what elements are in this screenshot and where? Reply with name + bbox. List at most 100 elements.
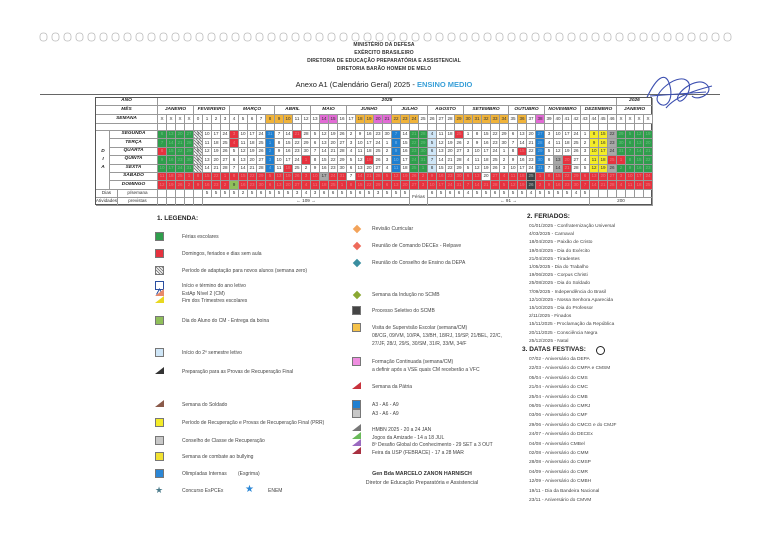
- day-cell[interactable]: 8: [626, 156, 635, 165]
- day-cell[interactable]: 24: [446, 181, 455, 190]
- day-cell[interactable]: 1: [266, 139, 275, 148]
- day-cell[interactable]: 13: [167, 131, 176, 140]
- day-cell[interactable]: 19: [599, 164, 608, 173]
- day-cell[interactable]: 19: [563, 147, 572, 157]
- day-cell[interactable]: 20: [401, 181, 410, 190]
- day-cell[interactable]: 11: [311, 181, 320, 190]
- day-cell[interactable]: 17: [212, 131, 221, 140]
- day-cell[interactable]: 7: [509, 139, 518, 148]
- day-cell[interactable]: 6: [428, 147, 437, 157]
- day-cell[interactable]: 22: [410, 139, 419, 148]
- day-cell[interactable]: 14: [554, 164, 563, 173]
- day-cell[interactable]: 6: [626, 139, 635, 148]
- day-cell[interactable]: 16: [401, 147, 410, 157]
- day-cell[interactable]: 12: [590, 164, 599, 173]
- day-cell[interactable]: 9: [194, 181, 203, 190]
- day-cell[interactable]: 20: [284, 181, 293, 190]
- day-cell[interactable]: 16: [203, 181, 212, 190]
- day-cell[interactable]: 29: [617, 131, 626, 140]
- day-cell[interactable]: 4: [464, 156, 473, 165]
- day-cell[interactable]: 8: [392, 139, 401, 148]
- day-cell[interactable]: 10: [554, 131, 563, 140]
- day-cell[interactable]: 27: [572, 156, 581, 165]
- day-cell[interactable]: 11: [392, 164, 401, 173]
- day-cell[interactable]: 4: [347, 147, 356, 157]
- day-cell[interactable]: 24: [293, 156, 302, 165]
- day-cell[interactable]: 2: [464, 139, 473, 148]
- day-cell[interactable]: 21: [248, 164, 257, 173]
- day-cell[interactable]: 18: [320, 181, 329, 190]
- day-cell[interactable]: 2: [536, 181, 545, 190]
- day-cell[interactable]: 12: [239, 147, 248, 157]
- day-cell[interactable]: 21: [527, 139, 536, 148]
- day-cell[interactable]: 29: [185, 147, 194, 157]
- day-cell[interactable]: 26: [338, 131, 347, 140]
- day-cell[interactable]: 26: [293, 173, 302, 182]
- day-cell[interactable]: 1: [581, 131, 590, 140]
- day-cell[interactable]: 17: [365, 139, 374, 148]
- day-cell[interactable]: 21: [329, 147, 338, 157]
- day-cell[interactable]: 4: [617, 181, 626, 190]
- day-cell[interactable]: 6: [581, 173, 590, 182]
- day-cell[interactable]: 16: [437, 173, 446, 182]
- day-cell[interactable]: 23: [608, 139, 617, 148]
- day-cell[interactable]: 22: [212, 173, 221, 182]
- day-cell[interactable]: 9: [311, 164, 320, 173]
- day-cell[interactable]: 1: [338, 181, 347, 190]
- day-cell[interactable]: 4: [230, 139, 239, 148]
- day-cell[interactable]: 7: [347, 173, 356, 182]
- day-cell[interactable]: 20: [482, 173, 491, 182]
- day-cell[interactable]: 23: [329, 164, 338, 173]
- day-cell[interactable]: 15: [635, 156, 644, 165]
- day-cell[interactable]: 6: [311, 139, 320, 148]
- day-cell[interactable]: 14: [320, 147, 329, 157]
- day-cell[interactable]: 11: [626, 181, 635, 190]
- day-cell[interactable]: 11: [590, 156, 599, 165]
- day-cell[interactable]: 26: [410, 173, 419, 182]
- day-cell[interactable]: 25: [410, 164, 419, 173]
- day-cell[interactable]: 21: [563, 164, 572, 173]
- day-cell[interactable]: 7: [464, 181, 473, 190]
- day-cell[interactable]: 2: [221, 181, 230, 190]
- day-cell[interactable]: 16: [554, 181, 563, 190]
- day-cell[interactable]: 28: [185, 139, 194, 148]
- day-cell[interactable]: 12: [356, 156, 365, 165]
- day-cell[interactable]: 14: [437, 156, 446, 165]
- day-cell[interactable]: 27: [293, 181, 302, 190]
- day-cell[interactable]: 1: [464, 131, 473, 140]
- day-cell[interactable]: 20: [599, 173, 608, 182]
- day-cell[interactable]: 3: [266, 156, 275, 165]
- day-cell[interactable]: 2: [266, 147, 275, 157]
- day-cell[interactable]: 23: [527, 156, 536, 165]
- day-cell[interactable]: 19: [248, 147, 257, 157]
- day-cell[interactable]: 20: [446, 147, 455, 157]
- day-cell[interactable]: 10: [590, 147, 599, 157]
- day-cell[interactable]: 8: [545, 173, 554, 182]
- day-cell[interactable]: 17: [635, 173, 644, 182]
- day-cell[interactable]: 10: [239, 131, 248, 140]
- day-cell[interactable]: 21: [293, 131, 302, 140]
- day-cell[interactable]: 4: [500, 173, 509, 182]
- day-cell[interactable]: 3: [581, 147, 590, 157]
- day-cell[interactable]: 9: [626, 164, 635, 173]
- day-cell[interactable]: 13: [392, 181, 401, 190]
- day-cell[interactable]: 1: [419, 164, 428, 173]
- day-cell[interactable]: 5: [266, 173, 275, 182]
- day-cell[interactable]: 9: [590, 139, 599, 148]
- day-cell[interactable]: 17: [599, 147, 608, 157]
- day-cell[interactable]: 15: [599, 131, 608, 140]
- day-cell[interactable]: 17: [320, 173, 329, 182]
- day-cell[interactable]: 5: [194, 147, 203, 157]
- day-cell[interactable]: 23: [491, 139, 500, 148]
- day-cell[interactable]: 13: [275, 181, 284, 190]
- day-cell[interactable]: 10: [392, 156, 401, 165]
- day-cell[interactable]: 26: [608, 164, 617, 173]
- day-cell[interactable]: 17: [401, 156, 410, 165]
- day-cell[interactable]: 12: [509, 181, 518, 190]
- day-cell[interactable]: 13: [590, 173, 599, 182]
- day-cell[interactable]: 4: [545, 139, 554, 148]
- day-cell[interactable]: 23: [410, 147, 419, 157]
- day-cell[interactable]: 2: [383, 147, 392, 157]
- day-cell[interactable]: 13: [518, 131, 527, 140]
- day-cell[interactable]: 25: [329, 181, 338, 190]
